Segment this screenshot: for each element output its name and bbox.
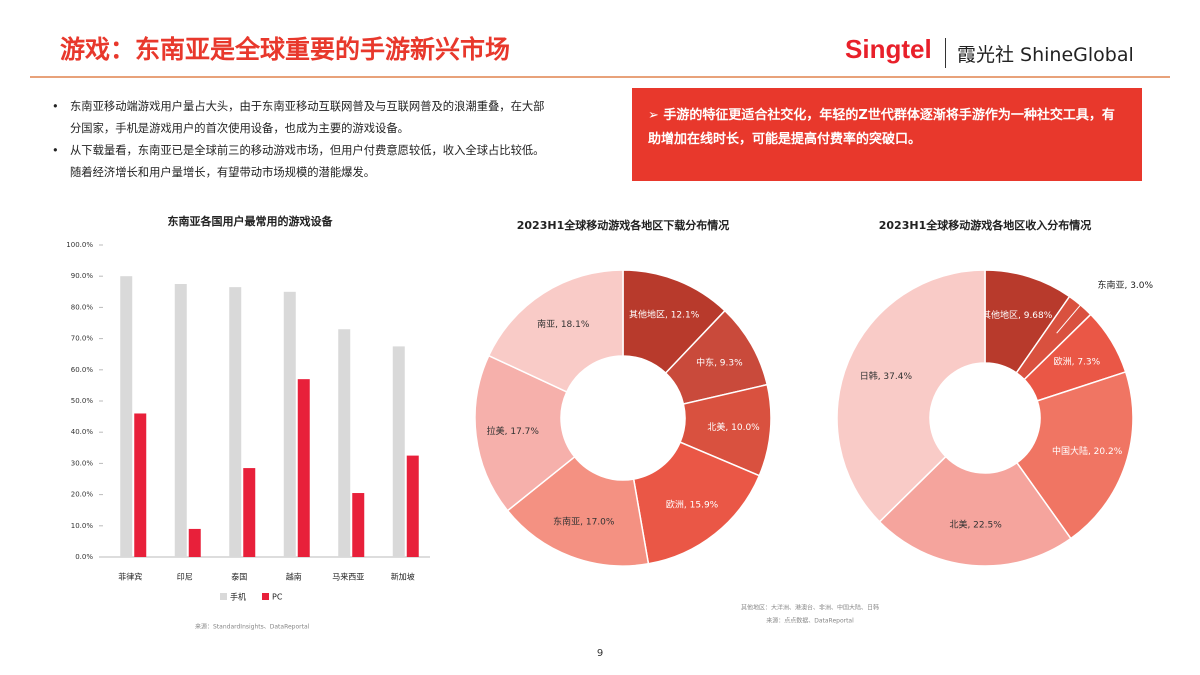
pie-slice — [474, 354, 576, 512]
x-tick-label: 菲律宾 — [118, 572, 142, 582]
y-tick-label: 80.0% — [71, 303, 94, 311]
slice-label: 欧洲, 15.9% — [666, 498, 719, 510]
legend-label: PC — [272, 593, 283, 602]
x-tick-label: 新加坡 — [391, 572, 415, 582]
callout: 手游的特征更适合社交化，年轻的Z世代群体逐渐将手游作为一种社交工具，有助增加在线… — [632, 88, 1142, 181]
x-tick-label: 泰国 — [231, 572, 247, 582]
brand: 霞光社 ShineGlobal — [957, 44, 1134, 66]
bar — [283, 291, 296, 557]
slice-label: 东南亚, 17.0% — [553, 515, 615, 527]
legend-label: 手机 — [230, 592, 246, 602]
pie-slice — [506, 455, 650, 567]
legend-swatch — [262, 593, 269, 600]
bar — [352, 493, 365, 557]
pie-slice — [487, 269, 624, 393]
y-tick-label: 10.0% — [71, 522, 94, 530]
y-tick-label: 20.0% — [71, 491, 94, 499]
y-tick-label: 0.0% — [75, 553, 93, 561]
source-note: 来源：StandardInsights、DataReportal — [195, 623, 310, 631]
bar — [174, 284, 187, 557]
bullet: 从下载量看，东南亚已是全球前三的移动游戏市场，但用户付费意愿较低，收入全球占比较… — [48, 140, 553, 184]
chart-title: 东南亚各国用户最常用的游戏设备 — [168, 214, 334, 228]
title-rule — [30, 76, 1170, 78]
bar — [338, 329, 351, 557]
x-tick-label: 越南 — [286, 572, 302, 582]
y-tick-label: 30.0% — [71, 459, 94, 467]
y-tick-label: 60.0% — [71, 366, 94, 374]
bullet-list: 东南亚移动端游戏用户量占大头，由于东南亚移动互联网普及与互联网普及的浪潮重叠，在… — [48, 96, 553, 184]
bar — [134, 413, 147, 557]
page-number: 9 — [596, 648, 604, 659]
chart-note: 其他地区：大洋洲、港澳台、非洲、中国大陆、日韩 — [741, 604, 879, 612]
bar — [120, 276, 133, 557]
slice-label: 北美, 22.5% — [949, 519, 1002, 531]
slice-label: 中国大陆, 20.2% — [1052, 445, 1123, 457]
logo: Singtel — [845, 34, 932, 64]
y-tick-label: 40.0% — [71, 428, 94, 436]
chart-note: 来源：点点数据、DataReportal — [766, 617, 854, 625]
x-tick-label: 印尼 — [177, 573, 193, 582]
bar — [243, 468, 256, 557]
bar — [188, 528, 201, 557]
chart-title: 2023H1全球移动游戏各地区收入分布情况 — [879, 218, 1091, 232]
slice-label: 拉美, 17.7% — [487, 425, 540, 437]
slice-label: 东南亚, 3.0% — [1097, 279, 1153, 291]
pie-slice — [1015, 371, 1134, 540]
bar — [406, 455, 419, 557]
slice-label: 日韩, 37.4% — [860, 370, 913, 382]
chart-title: 2023H1全球移动游戏各地区下载分布情况 — [517, 218, 729, 232]
legend-swatch — [220, 593, 227, 600]
pie-slice — [836, 269, 986, 523]
pie-slice — [878, 455, 1072, 567]
slice-label: 中东, 9.3% — [696, 356, 743, 368]
y-tick-label: 100.0% — [66, 241, 93, 249]
slice-label: 其他地区, 9.68% — [982, 309, 1053, 321]
logo-separator — [945, 38, 946, 68]
y-tick-label: 50.0% — [71, 397, 94, 405]
bar — [392, 346, 405, 557]
leader-line — [1056, 289, 1094, 334]
x-tick-label: 马来西亚 — [332, 573, 364, 582]
slice-label: 其他地区, 12.1% — [629, 308, 700, 320]
slide-title: 游戏：东南亚是全球重要的手游新兴市场 — [60, 35, 511, 64]
pie-slice — [632, 441, 761, 565]
slice-label: 北美, 10.0% — [707, 421, 760, 433]
slice-label: 南亚, 18.1% — [537, 318, 590, 330]
y-tick-label: 70.0% — [71, 335, 94, 343]
y-tick-label: 90.0% — [71, 272, 94, 280]
bullet: 东南亚移动端游戏用户量占大头，由于东南亚移动互联网普及与互联网普及的浪潮重叠，在… — [48, 96, 553, 140]
slice-label: 欧洲, 7.3% — [1054, 356, 1101, 368]
bar — [297, 379, 310, 557]
bar — [229, 287, 242, 557]
